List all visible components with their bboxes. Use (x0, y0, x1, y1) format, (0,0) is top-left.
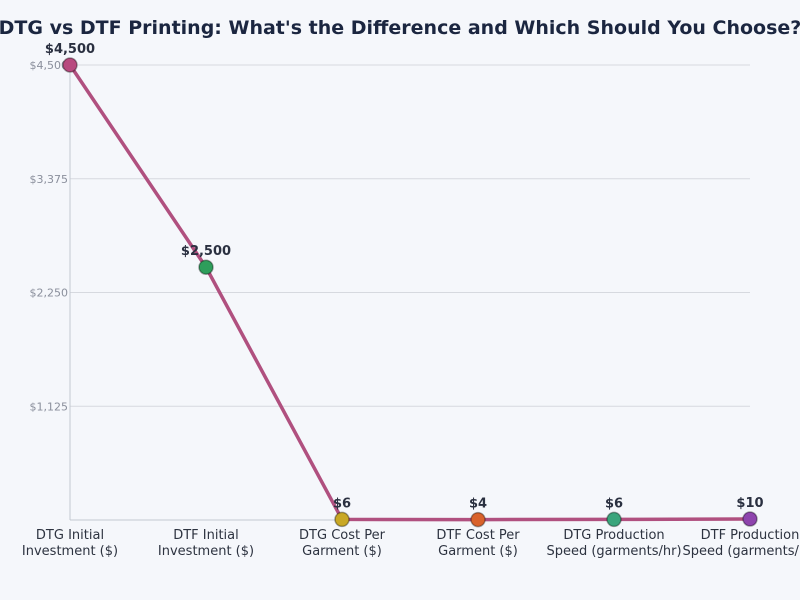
data-point (334, 511, 350, 528)
y-tick-label: $1,125 (30, 400, 69, 413)
data-point (198, 259, 214, 275)
x-tick-label: DTG Cost Per (299, 528, 386, 543)
x-tick-label: Investment ($) (22, 544, 118, 559)
x-tick-label: Speed (garments/hr) (546, 544, 681, 559)
x-tick-label: Garment ($) (438, 544, 518, 559)
x-tick-label: DTF Initial (173, 528, 239, 543)
data-label: $4 (469, 497, 487, 512)
x-tick-label: Investment ($) (158, 544, 254, 559)
data-point (62, 57, 78, 73)
x-tick-label: Garment ($) (302, 544, 382, 559)
x-tick-label: DTF Production (701, 528, 800, 543)
chart-title: DTG vs DTF Printing: What's the Differen… (0, 17, 800, 39)
y-tick-label: $3,375 (30, 173, 69, 186)
x-tick-label: DTG Production (563, 528, 664, 543)
y-tick-label: $4,500 (30, 59, 69, 72)
data-point (470, 511, 486, 528)
series-line (68, 64, 751, 522)
data-point (606, 511, 622, 528)
x-tick-label: Speed (garments/hr) (682, 544, 800, 559)
x-tick-label: DTF Cost Per (436, 528, 520, 543)
data-label: $4,500 (45, 42, 95, 57)
data-label: $6 (333, 496, 351, 511)
data-label: $6 (605, 496, 623, 511)
data-label: $10 (736, 496, 763, 511)
y-tick-label: $2,250 (30, 287, 69, 300)
x-tick-label: DTG Initial (36, 528, 104, 543)
data-label: $2,500 (181, 244, 231, 259)
data-point (742, 511, 758, 527)
